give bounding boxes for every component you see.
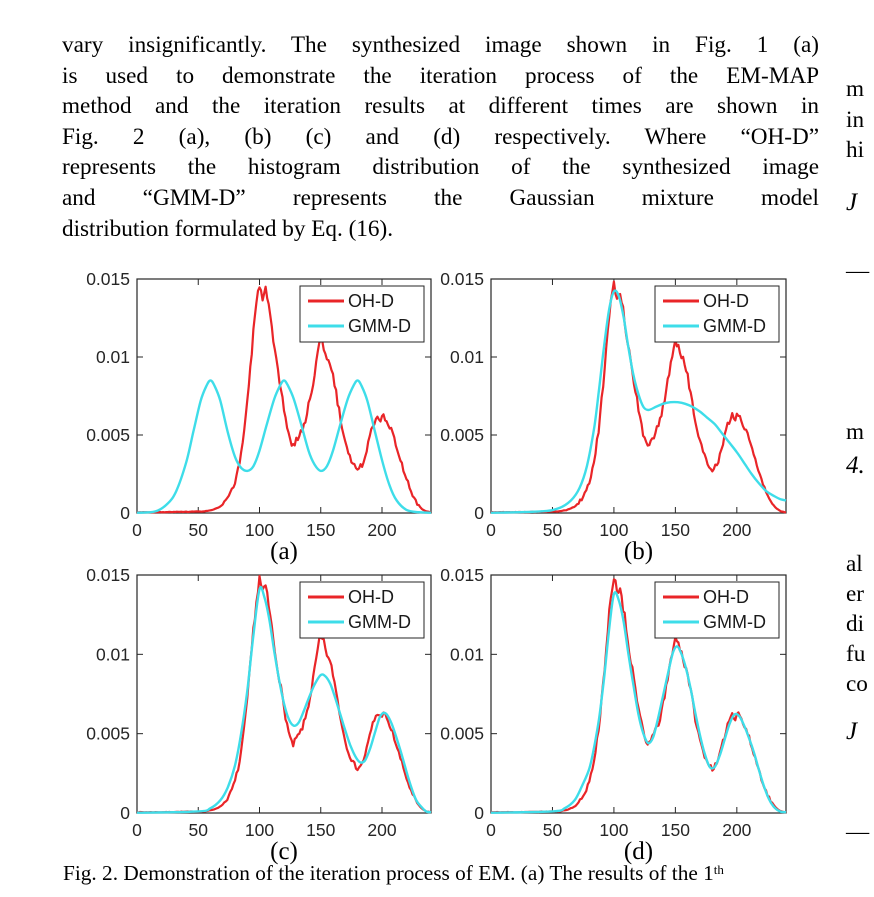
x-tick-label: 0 xyxy=(486,520,496,540)
gmm-d-curve xyxy=(136,379,432,514)
x-tick-label: 200 xyxy=(722,520,751,540)
legend-label: GMM-D xyxy=(348,612,411,632)
legend-box xyxy=(654,285,780,343)
figure-caption-superscript: th xyxy=(713,862,724,877)
x-tick-label: 200 xyxy=(367,520,396,540)
y-tick-label: 0.01 xyxy=(450,644,484,664)
axes-box xyxy=(136,574,432,814)
y-tick-label: 0 xyxy=(120,803,130,823)
x-tick-label: 0 xyxy=(132,820,142,840)
axes-box xyxy=(490,278,787,514)
paragraph: vary insignificantly. The synthesized im… xyxy=(62,30,819,244)
legend-label: GMM-D xyxy=(348,316,411,336)
legend-box xyxy=(299,285,425,343)
y-tick-label: 0 xyxy=(474,503,484,523)
y-tick-label: 0.015 xyxy=(440,269,484,289)
x-tick-label: 50 xyxy=(189,820,209,840)
y-tick-label: 0 xyxy=(474,803,484,823)
subplot-b: 0 0.005 0.01 0.015 0 50 100 150 200 OH-D GMM-D (b) xyxy=(440,269,787,565)
paragraph-line: is used to demonstrate the iteration pro… xyxy=(62,62,819,89)
x-tick-label: 100 xyxy=(599,520,628,540)
legend-label: GMM-D xyxy=(703,612,766,632)
x-tick-label: 100 xyxy=(599,820,628,840)
legend-label: OH-D xyxy=(703,291,749,311)
x-tick-label: 0 xyxy=(132,520,142,540)
x-tick-label: 100 xyxy=(245,520,274,540)
paragraph-line: distribution formulated by Eq. (16). xyxy=(62,215,394,242)
x-tick-label: 50 xyxy=(543,520,563,540)
legend-label: GMM-D xyxy=(703,316,766,336)
gmm-d-curve xyxy=(490,289,787,514)
x-tick-label: 150 xyxy=(306,520,335,540)
subplot-label: (b) xyxy=(624,538,653,565)
y-tick-label: 0.005 xyxy=(86,724,130,744)
x-tick-label: 50 xyxy=(189,520,209,540)
figure-caption-text: Fig. 2. Demonstration of the iteration p… xyxy=(63,861,714,885)
x-tick-label: 150 xyxy=(661,520,690,540)
y-tick-label: 0.005 xyxy=(440,724,484,744)
subplot-a: 0 0.005 0.01 0.015 0 50 100 150 200 OH-D GMM-D (a) xyxy=(86,269,432,565)
y-tick-label: 0.01 xyxy=(450,347,484,367)
x-tick-label: 150 xyxy=(306,820,335,840)
figure-caption: Fig. 2. Demonstration of the iteration p… xyxy=(63,861,724,886)
subplot-c: 0 0.005 0.01 0.015 0 50 100 150 200 OH-D GMM-D (c) xyxy=(86,565,432,865)
x-tick-label: 0 xyxy=(486,820,496,840)
y-tick-label: 0.005 xyxy=(440,425,484,445)
subplot-label: (a) xyxy=(270,538,298,565)
subplot-label: (d) xyxy=(624,838,653,865)
legend-box xyxy=(654,581,780,639)
x-tick-label: 150 xyxy=(661,820,690,840)
axes-box xyxy=(136,278,432,514)
oh-d-curve xyxy=(136,285,432,514)
x-tick-label: 200 xyxy=(367,820,396,840)
gmm-d-curve xyxy=(136,585,432,814)
y-tick-label: 0.005 xyxy=(86,425,130,445)
subplot-d: 0 0.005 0.01 0.015 0 50 100 150 200 OH-D GMM-D (d) xyxy=(440,565,787,865)
axes-box xyxy=(490,574,787,814)
legend-label: OH-D xyxy=(703,587,749,607)
x-tick-label: 200 xyxy=(722,820,751,840)
paragraph-line: represents the histogram distribution of… xyxy=(62,154,819,181)
gmm-d-curve xyxy=(490,591,787,814)
legend-box xyxy=(299,581,425,639)
x-tick-label: 100 xyxy=(245,820,274,840)
paragraph-line: vary insignificantly. The synthesized im… xyxy=(62,32,819,58)
y-tick-label: 0.01 xyxy=(96,347,130,367)
y-tick-label: 0.015 xyxy=(86,269,130,289)
y-tick-label: 0 xyxy=(120,503,130,523)
legend-label: OH-D xyxy=(348,291,394,311)
paragraph-line: Fig. 2 (a), (b) (c) and (d) respectively… xyxy=(62,123,819,150)
y-tick-label: 0.015 xyxy=(440,565,484,585)
paragraph-line: method and the iteration results at diff… xyxy=(62,93,819,120)
y-tick-label: 0.015 xyxy=(86,565,130,585)
legend-label: OH-D xyxy=(348,587,394,607)
paragraph-line: and “GMM-D” represents the Gaussian mixt… xyxy=(62,184,819,211)
subplot-label: (c) xyxy=(270,838,298,865)
y-tick-label: 0.01 xyxy=(96,644,130,664)
x-tick-label: 50 xyxy=(543,820,563,840)
